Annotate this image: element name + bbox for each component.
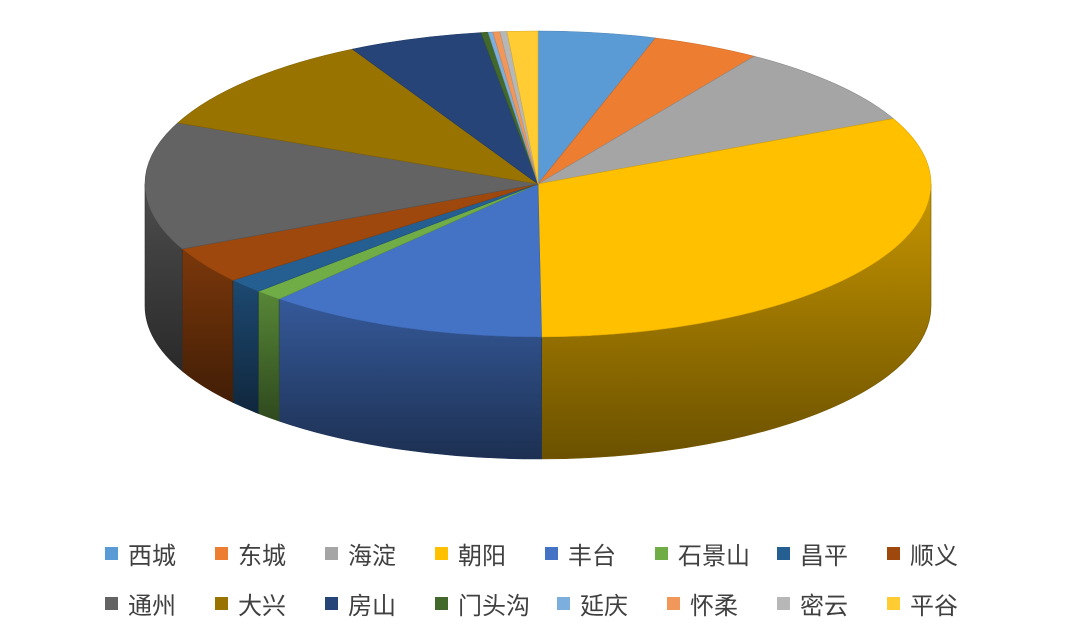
legend-label: 大兴 — [238, 591, 286, 620]
legend-item-yanqing: 延庆 — [557, 586, 667, 621]
legend-item-mentougou: 门头沟 — [435, 586, 557, 621]
pie-slice — [506, 30, 539, 185]
legend-label: 顺义 — [910, 541, 958, 570]
pie-slice — [278, 183, 542, 338]
pie-slice — [351, 32, 539, 185]
chart-legend: 西城 东城 海淀 朝阳 丰台 石景山 — [0, 528, 1080, 628]
legend-label: 丰台 — [568, 541, 616, 570]
pie-slice — [537, 118, 932, 338]
legend-swatch — [435, 596, 448, 610]
legend-swatch — [557, 596, 570, 610]
legend-item-miyun: 密云 — [777, 586, 887, 621]
pie-chart-plot — [144, 30, 932, 460]
legend-label: 延庆 — [580, 591, 628, 620]
legend-label: 密云 — [800, 591, 848, 620]
legend-item-huairou: 怀柔 — [667, 586, 777, 621]
legend-label: 西城 — [128, 541, 176, 570]
legend-label: 平谷 — [910, 591, 958, 620]
legend-swatch — [215, 596, 228, 610]
legend-swatch — [777, 546, 790, 560]
pie-side-walls — [144, 183, 932, 460]
legend-label: 昌平 — [800, 541, 848, 570]
legend-swatch — [667, 596, 680, 610]
legend-label: 怀柔 — [690, 591, 738, 620]
legend-item-fangshan: 房山 — [325, 586, 435, 621]
legend-swatch — [215, 546, 228, 560]
legend-label: 海淀 — [348, 541, 396, 570]
legend-swatch — [777, 596, 790, 610]
legend-swatch — [325, 596, 338, 610]
legend-item-fengtai: 丰台 — [545, 536, 655, 571]
legend-item-pinggu: 平谷 — [887, 586, 997, 621]
legend-item-changping: 昌平 — [777, 536, 887, 571]
legend-row: 西城 东城 海淀 朝阳 丰台 石景山 — [0, 528, 1080, 578]
pie-slice — [537, 55, 894, 185]
legend-label: 朝阳 — [458, 541, 506, 570]
legend-swatch — [325, 546, 338, 560]
legend-label: 通州 — [128, 591, 176, 620]
legend-swatch — [887, 596, 900, 610]
legend-label: 房山 — [348, 591, 396, 620]
pie-top-faces — [144, 30, 932, 338]
legend-item-xicheng: 西城 — [105, 536, 215, 571]
legend-swatch — [105, 596, 118, 610]
pie-slice-side — [257, 291, 280, 422]
legend-item-chaoyang: 朝阳 — [435, 536, 545, 571]
pie-slice — [144, 122, 539, 250]
legend-item-shijingshan: 石景山 — [655, 536, 777, 571]
legend-swatch — [105, 546, 118, 560]
pie-slice — [177, 48, 539, 185]
legend-item-daxing: 大兴 — [215, 586, 325, 621]
legend-label: 门头沟 — [458, 591, 530, 620]
legend-swatch — [655, 546, 668, 560]
legend-swatch — [435, 546, 448, 560]
legend-label: 东城 — [238, 541, 286, 570]
legend-item-dongcheng: 东城 — [215, 536, 325, 571]
legend-swatch — [545, 546, 558, 560]
legend-row: 通州 大兴 房山 门头沟 延庆 怀柔 — [0, 578, 1080, 628]
legend-item-haidian: 海淀 — [325, 536, 435, 571]
legend-label: 石景山 — [678, 541, 750, 570]
legend-item-shunyi: 顺义 — [887, 536, 997, 571]
pie-slice-side — [232, 279, 259, 414]
legend-item-tongzhou: 通州 — [105, 586, 215, 621]
legend-swatch — [887, 546, 900, 560]
